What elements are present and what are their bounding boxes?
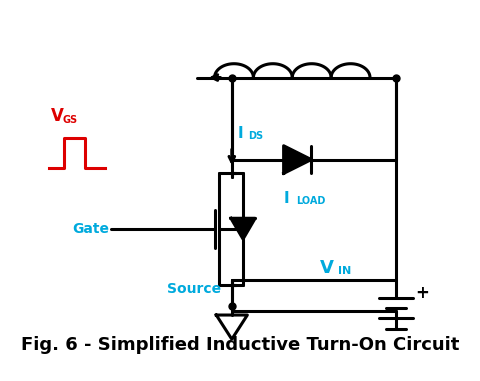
Text: IN: IN <box>337 266 350 276</box>
Polygon shape <box>230 218 254 239</box>
Text: DS: DS <box>248 131 263 141</box>
Text: V: V <box>50 107 63 125</box>
Text: Gate: Gate <box>72 222 109 236</box>
Polygon shape <box>283 146 311 173</box>
Text: +: + <box>414 283 428 302</box>
Text: I: I <box>283 191 288 206</box>
Text: I: I <box>238 126 243 141</box>
Text: V: V <box>319 259 333 277</box>
Text: Source: Source <box>167 282 221 296</box>
Text: LOAD: LOAD <box>296 196 325 206</box>
Text: GS: GS <box>62 115 77 125</box>
Text: Fig. 6 - Simplified Inductive Turn-On Circuit: Fig. 6 - Simplified Inductive Turn-On Ci… <box>21 336 459 354</box>
